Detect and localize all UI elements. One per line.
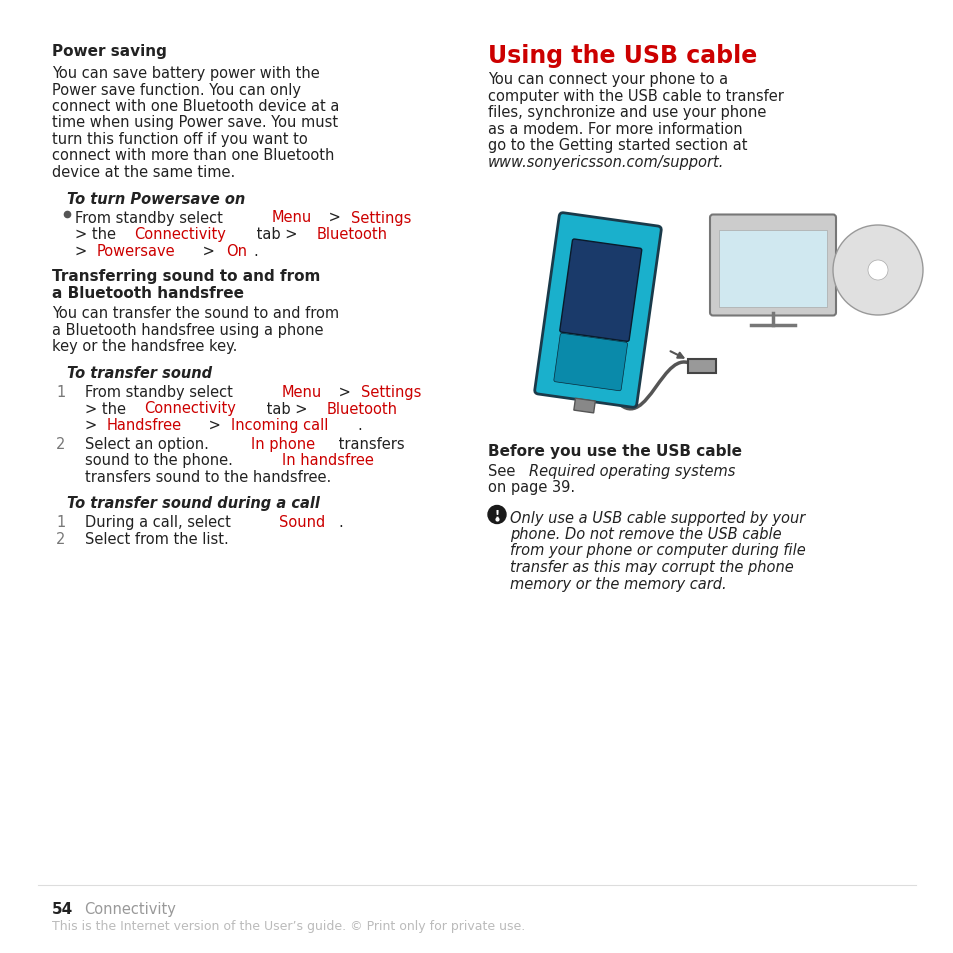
Text: Select from the list.: Select from the list. <box>85 531 229 546</box>
Text: Select an option.: Select an option. <box>85 436 213 452</box>
Text: In handsfree: In handsfree <box>281 453 374 468</box>
Text: memory or the memory card.: memory or the memory card. <box>510 576 726 591</box>
Text: computer with the USB cable to transfer: computer with the USB cable to transfer <box>488 89 783 103</box>
Text: Handsfree: Handsfree <box>107 417 182 433</box>
Text: See: See <box>488 463 519 478</box>
Text: >: > <box>85 417 102 433</box>
Circle shape <box>867 261 887 281</box>
Text: 54: 54 <box>52 901 73 916</box>
Circle shape <box>832 226 923 315</box>
FancyBboxPatch shape <box>554 334 627 392</box>
Text: From standby select: From standby select <box>75 211 227 225</box>
Text: phone. Do not remove the USB cable: phone. Do not remove the USB cable <box>510 526 781 541</box>
FancyBboxPatch shape <box>687 359 716 374</box>
Text: go to the Getting started section at: go to the Getting started section at <box>488 138 747 152</box>
Text: In phone: In phone <box>251 436 314 452</box>
Text: 1: 1 <box>56 515 65 530</box>
Text: This is the Internet version of the User’s guide. © Print only for private use.: This is the Internet version of the User… <box>52 919 525 932</box>
Text: connect with more than one Bluetooth: connect with more than one Bluetooth <box>52 149 334 163</box>
Text: During a call, select: During a call, select <box>85 515 235 530</box>
Text: from your phone or computer during file: from your phone or computer during file <box>510 543 805 558</box>
Text: transfers sound to the handsfree.: transfers sound to the handsfree. <box>85 470 331 484</box>
Text: Menu: Menu <box>281 385 322 399</box>
Text: Power saving: Power saving <box>52 44 167 59</box>
Text: Before you use the USB cable: Before you use the USB cable <box>488 443 741 458</box>
Text: .: . <box>253 243 257 258</box>
Text: >: > <box>323 211 345 225</box>
Text: 1: 1 <box>56 385 65 399</box>
Text: as a modem. For more information: as a modem. For more information <box>488 121 741 136</box>
Text: transfer as this may corrupt the phone: transfer as this may corrupt the phone <box>510 559 793 575</box>
Text: > the: > the <box>75 227 120 242</box>
Text: 2: 2 <box>56 531 66 546</box>
Text: Settings: Settings <box>351 211 412 225</box>
Text: >: > <box>204 417 225 433</box>
Text: a Bluetooth handsfree using a phone: a Bluetooth handsfree using a phone <box>52 323 323 337</box>
Text: key or the handsfree key.: key or the handsfree key. <box>52 339 237 355</box>
Text: Bluetooth: Bluetooth <box>327 401 397 416</box>
Text: tab >: tab > <box>262 401 313 416</box>
FancyBboxPatch shape <box>535 213 660 408</box>
Text: Bluetooth: Bluetooth <box>316 227 388 242</box>
Text: www.sonyericsson.com/support.: www.sonyericsson.com/support. <box>488 154 723 170</box>
FancyBboxPatch shape <box>574 398 595 414</box>
Text: > the: > the <box>85 401 131 416</box>
Text: tab >: tab > <box>253 227 302 242</box>
Text: To turn Powersave on: To turn Powersave on <box>67 192 245 206</box>
Text: Power save function. You can only: Power save function. You can only <box>52 82 301 97</box>
Text: Sound: Sound <box>279 515 325 530</box>
Text: Using the USB cable: Using the USB cable <box>488 44 757 68</box>
Text: device at the same time.: device at the same time. <box>52 165 235 180</box>
Circle shape <box>488 506 505 524</box>
Text: time when using Power save. You must: time when using Power save. You must <box>52 115 337 131</box>
Text: Incoming call: Incoming call <box>232 417 329 433</box>
Text: sound to the phone.: sound to the phone. <box>85 453 237 468</box>
FancyBboxPatch shape <box>709 215 835 316</box>
Text: You can save battery power with the: You can save battery power with the <box>52 66 319 81</box>
Text: On: On <box>226 243 247 258</box>
Text: Connectivity: Connectivity <box>144 401 235 416</box>
Text: You can connect your phone to a: You can connect your phone to a <box>488 71 727 87</box>
Text: Settings: Settings <box>361 385 421 399</box>
FancyBboxPatch shape <box>559 240 641 342</box>
Text: Only use a USB cable supported by your: Only use a USB cable supported by your <box>510 510 804 525</box>
Text: To transfer sound during a call: To transfer sound during a call <box>67 496 319 511</box>
Text: Powersave: Powersave <box>96 243 175 258</box>
Text: >: > <box>198 243 219 258</box>
Text: >: > <box>334 385 355 399</box>
Text: Transferring sound to and from: Transferring sound to and from <box>52 269 320 284</box>
Text: You can transfer the sound to and from: You can transfer the sound to and from <box>52 306 338 321</box>
Text: 2: 2 <box>56 436 66 452</box>
Text: From standby select: From standby select <box>85 385 237 399</box>
Bar <box>719 231 826 307</box>
Text: a Bluetooth handsfree: a Bluetooth handsfree <box>52 286 244 301</box>
Text: Required operating systems: Required operating systems <box>529 463 735 478</box>
Text: .: . <box>338 515 343 530</box>
Text: To transfer sound: To transfer sound <box>67 366 212 380</box>
Text: Connectivity: Connectivity <box>133 227 226 242</box>
Text: on page 39.: on page 39. <box>488 480 575 495</box>
Text: connect with one Bluetooth device at a: connect with one Bluetooth device at a <box>52 99 339 113</box>
Text: turn this function off if you want to: turn this function off if you want to <box>52 132 308 147</box>
Text: Menu: Menu <box>272 211 312 225</box>
Text: .: . <box>356 417 361 433</box>
Text: transfers: transfers <box>334 436 404 452</box>
Text: !: ! <box>494 509 499 519</box>
Text: files, synchronize and use your phone: files, synchronize and use your phone <box>488 105 765 120</box>
Text: Connectivity: Connectivity <box>84 901 175 916</box>
Text: >: > <box>75 243 91 258</box>
